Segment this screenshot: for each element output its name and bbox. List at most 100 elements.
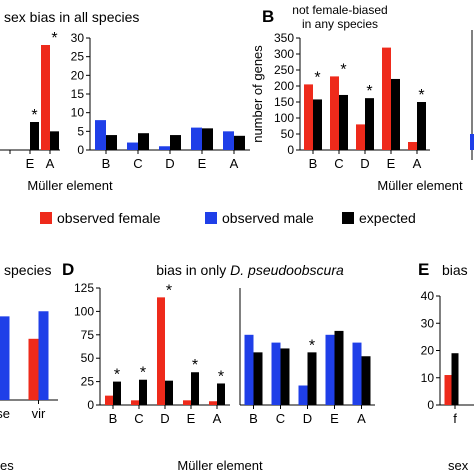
panel-b-ylabel: number of genes (250, 45, 265, 143)
y-tick-label: 10 (71, 106, 85, 120)
panel-b-xlabel: Müller element (377, 178, 463, 193)
bar-expected (313, 99, 322, 150)
y-tick-label: 200 (274, 79, 294, 93)
bar-expected (113, 381, 121, 405)
legend-female-swatch (40, 212, 52, 224)
panel-e: E bias 010203040fm* sex (418, 260, 474, 473)
panel-d-title: bias in only D. pseudoobscura (156, 262, 344, 278)
bar-expected (253, 352, 263, 405)
significance-star: * (314, 69, 320, 86)
bar-expected (217, 383, 225, 405)
bar-male (352, 342, 362, 405)
panel-e-letter: E (418, 260, 429, 279)
y-tick-label: 100 (274, 111, 294, 125)
legend-female-label: observed female (57, 210, 161, 226)
bar-expected (170, 135, 181, 150)
bar-expected (365, 98, 374, 150)
x-tick-label: E (187, 411, 196, 426)
significance-star: * (114, 367, 120, 384)
bar-expected (234, 135, 245, 150)
bar-female (408, 142, 417, 150)
y-tick-label: 250 (274, 63, 294, 77)
bar-female (444, 375, 452, 405)
x-tick-label: D (303, 411, 312, 426)
x-tick-label: E (387, 156, 396, 171)
bar-female (304, 84, 313, 150)
y-tick-label: 20 (421, 344, 435, 358)
legend-male-swatch (205, 212, 217, 224)
bar-expected (50, 131, 59, 150)
bar-female (157, 297, 165, 405)
x-tick-label: C (334, 156, 343, 171)
bar-female (382, 47, 391, 150)
bar-expected (139, 379, 147, 405)
panel-d-letter: D (62, 260, 74, 279)
y-tick-label: 100 (74, 304, 94, 318)
chart-a-female: E * A * (0, 30, 60, 171)
bar-expected (280, 348, 290, 405)
legend-male-label: observed male (222, 210, 314, 226)
x-tick-label: D (165, 156, 174, 171)
y-tick-label: 30 (71, 31, 85, 45)
bar-male (191, 127, 202, 150)
x-tick-label: D (160, 411, 169, 426)
y-tick-label: 0 (87, 398, 94, 412)
y-tick-label: 40 (421, 289, 435, 303)
x-tick-label: A (413, 156, 422, 171)
y-tick-label: 50 (281, 127, 295, 141)
chart-c-partial: ose vir (0, 311, 58, 421)
x-tick-label: E (26, 156, 35, 171)
significance-star: * (418, 87, 424, 104)
panel-c-title: species (4, 262, 51, 278)
x-tick-label: vir (32, 406, 46, 421)
x-tick-label: B (102, 156, 111, 171)
x-tick-label: A (357, 411, 366, 426)
panel-e-title: bias (442, 262, 468, 278)
y-tick-label: 20 (71, 68, 85, 82)
y-tick-label: 150 (274, 95, 294, 109)
bar-male (127, 142, 138, 150)
x-tick-label: D (360, 156, 369, 171)
panel-d-title-species: D. pseudoobscura (230, 262, 344, 278)
bar-expected (138, 133, 149, 150)
significance-star: * (51, 30, 57, 47)
y-tick-label: 15 (71, 87, 85, 101)
bar-female (41, 45, 50, 150)
significance-star: * (366, 83, 372, 100)
bar-male (244, 334, 254, 405)
bar-expected (307, 352, 317, 405)
x-tick-label: f (453, 411, 457, 426)
bar-male (0, 316, 10, 400)
y-tick-label: 350 (274, 31, 294, 45)
panel-a-xlabel: Müller element (27, 178, 113, 193)
chart-b-female: 0 50 100 150 200 250 300 350 B * C * D * E A * (274, 31, 430, 171)
y-tick-label: 125 (74, 281, 94, 295)
legend-expected-label: expected (359, 210, 416, 226)
bar-expected (106, 135, 117, 150)
x-tick-label: E (198, 156, 207, 171)
y-tick-label: 50 (81, 351, 95, 365)
y-tick-label: 75 (81, 328, 95, 342)
bar-female (183, 400, 191, 405)
x-tick-label: ose (0, 406, 10, 421)
panel-c: species ose vir es (0, 262, 58, 473)
bar-female (105, 395, 113, 405)
panel-d-title-prefix: bias in only (156, 262, 230, 278)
panel-b-title-line1: not female-biased (292, 3, 387, 17)
significance-star: * (31, 107, 37, 124)
chart-e-partial: 010203040fm* (421, 289, 474, 426)
significance-star: * (340, 61, 346, 78)
bar-expected (391, 78, 400, 150)
x-tick-label: A (230, 156, 239, 171)
y-tick-label: 300 (274, 47, 294, 61)
y-tick-label: 0 (77, 143, 84, 157)
bar-expected (361, 356, 371, 405)
significance-star: * (218, 368, 224, 385)
bar-male (271, 342, 281, 405)
panel-c-xlabel-fragment: es (0, 458, 14, 473)
panel-a-title: sex bias in all species (4, 9, 139, 25)
bar-expected (417, 102, 426, 150)
panel-e-xlabel-fragment: sex (448, 458, 469, 473)
y-tick-label: 30 (421, 316, 435, 330)
bar-male (223, 131, 234, 150)
